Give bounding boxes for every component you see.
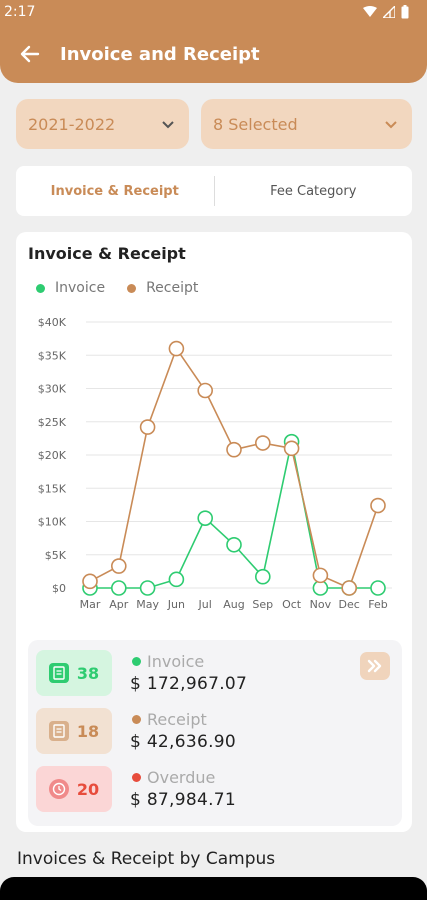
- receipt-label-text: Receipt: [147, 710, 207, 729]
- legend-dot-invoice: [36, 283, 45, 293]
- x-tick-label: May: [136, 598, 159, 611]
- data-point-invoice: [139, 580, 156, 596]
- series-line-invoice: [90, 441, 378, 589]
- receipt-doc-icon: [48, 721, 69, 741]
- legend-receipt: Receipt: [127, 280, 198, 296]
- data-point-invoice: [168, 571, 185, 588]
- receipt-amount: $ 42,636.90: [130, 732, 237, 752]
- y-tick-label: $5K: [45, 549, 67, 562]
- x-tick-label: Mar: [80, 598, 101, 611]
- data-point-receipt: [226, 441, 242, 458]
- data-point-receipt: [312, 567, 329, 584]
- invoice-label-text: Invoice: [147, 652, 205, 671]
- status-time: 2:17: [4, 4, 36, 20]
- legend-dot-receipt: [127, 283, 137, 293]
- receipt-label: Receipt: [132, 710, 207, 729]
- system-nav-bar: [0, 877, 427, 900]
- overdue-count-badge: 20: [36, 766, 112, 812]
- legend-invoice-label: Invoice: [55, 280, 106, 296]
- battery-icon: [401, 5, 409, 19]
- tab-invoice-receipt[interactable]: Invoice & Receipt: [50, 183, 179, 199]
- tab-bar: Invoice & Receipt Fee Category: [16, 166, 412, 216]
- invoice-doc-icon: [48, 663, 69, 683]
- y-tick-label: $30K: [38, 383, 67, 396]
- academic-year-dropdown[interactable]: 2021-2022: [16, 99, 189, 149]
- wifi-icon: [363, 6, 377, 17]
- x-tick-label: Apr: [109, 598, 129, 611]
- overdue-dot: [132, 773, 141, 782]
- campus-dropdown[interactable]: 8 Selected: [201, 99, 412, 149]
- data-point-receipt: [370, 497, 386, 514]
- app-bar: 2:17 Invoice and Receipt: [0, 0, 427, 83]
- x-tick-label: Oct: [282, 598, 302, 611]
- back-arrow-icon[interactable]: [18, 42, 42, 66]
- y-tick-label: $35K: [38, 349, 67, 362]
- chart-legend: Invoice Receipt: [36, 280, 198, 296]
- y-tick-label: $25K: [38, 416, 67, 429]
- invoice-receipt-card: Invoice & Receipt Invoice Receipt $0 $5K $…: [16, 232, 412, 832]
- legend-invoice: Invoice: [36, 280, 105, 296]
- chevron-down-icon: [385, 121, 397, 129]
- x-tick-label: Jun: [167, 598, 185, 611]
- data-point-receipt: [168, 340, 185, 357]
- chevron-down-icon: [162, 121, 174, 129]
- tab-fee-category[interactable]: Fee Category: [270, 183, 357, 199]
- invoice-summary-row[interactable]: 38 Invoice $ 172,967.07: [36, 650, 336, 696]
- data-point-invoice: [197, 510, 213, 526]
- y-tick-label: $0: [52, 582, 66, 595]
- overdue-count: 20: [76, 779, 100, 799]
- summary-panel: 38 Invoice $ 172,967.07 18 Receipt: [28, 640, 402, 826]
- y-tick-label: $10K: [38, 516, 67, 529]
- overdue-label: Overdue: [132, 768, 215, 787]
- x-tick-label: Jul: [198, 598, 212, 611]
- clock-icon: [48, 779, 69, 799]
- status-icons: [363, 5, 409, 19]
- legend-receipt-label: Receipt: [146, 280, 199, 296]
- overdue-summary-row[interactable]: 20 Overdue $ 87,984.71: [36, 766, 336, 812]
- x-tick-label: Feb: [368, 598, 387, 611]
- line-chart: $0 $5K $10K $15K $20K $25K $30K $35K $40K Mar Apr M…: [38, 316, 392, 611]
- receipt-count: 18: [76, 721, 100, 741]
- data-point-receipt: [341, 580, 358, 596]
- data-point-invoice: [255, 568, 271, 585]
- page-title: Invoice and Receipt: [60, 44, 260, 65]
- invoice-amount: $ 172,967.07: [130, 674, 248, 694]
- overdue-amount: $ 87,984.71: [130, 790, 237, 810]
- receipt-dot: [132, 715, 141, 724]
- data-point-invoice: [226, 536, 242, 553]
- tab-divider: [213, 176, 215, 206]
- x-tick-label: Dec: [339, 598, 360, 611]
- overdue-label-text: Overdue: [147, 768, 216, 787]
- data-point-invoice: [370, 580, 386, 596]
- signal-icon: [383, 6, 395, 18]
- campus-section-title: Invoices & Receipt by Campus: [17, 849, 276, 869]
- double-chevron-right-icon: [367, 659, 382, 673]
- invoice-dot: [132, 657, 141, 666]
- x-tick-label: Aug: [223, 598, 244, 611]
- invoice-count: 38: [76, 663, 100, 683]
- data-point-receipt: [255, 435, 271, 451]
- academic-year-value: 2021-2022: [28, 114, 116, 134]
- data-point-receipt: [139, 419, 156, 435]
- y-tick-label: $15K: [38, 482, 67, 495]
- card-title: Invoice & Receipt: [28, 244, 186, 263]
- x-tick-label: Sep: [252, 598, 273, 611]
- invoice-count-badge: 38: [36, 650, 112, 696]
- data-point-receipt: [111, 558, 127, 574]
- receipt-count-badge: 18: [36, 708, 112, 754]
- y-tick-label: $20K: [38, 449, 67, 462]
- invoice-label: Invoice: [132, 652, 204, 671]
- view-details-button[interactable]: [360, 652, 390, 680]
- campus-value: 8 Selected: [213, 114, 298, 134]
- y-tick-label: $40K: [38, 316, 67, 329]
- data-point-receipt: [197, 382, 213, 399]
- data-point-receipt: [82, 573, 98, 590]
- x-tick-label: Nov: [310, 598, 332, 611]
- receipt-summary-row[interactable]: 18 Receipt $ 42,636.90: [36, 708, 336, 754]
- data-point-receipt: [283, 440, 300, 457]
- data-point-invoice: [111, 580, 127, 596]
